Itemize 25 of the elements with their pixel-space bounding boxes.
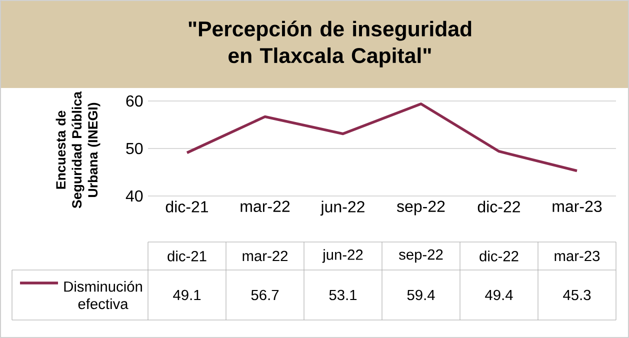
y-axis-title: Encuesta de Seguridad Pública Urbana (INEGI) bbox=[56, 91, 100, 208]
category-label: mar-22 bbox=[242, 250, 288, 262]
data-label: 56.7 bbox=[251, 290, 279, 300]
category-label: mar-23 bbox=[554, 250, 600, 262]
y-tick-label: 50 bbox=[126, 142, 143, 154]
x-tick-label: dic-21 bbox=[166, 200, 208, 212]
data-label: 49.1 bbox=[173, 290, 201, 300]
category-label: sep-22 bbox=[398, 249, 443, 263]
chart-title: "Percepción de inseguridad en Tlaxcala Capital" bbox=[188, 20, 472, 68]
y-tick-label: 60 bbox=[126, 95, 143, 107]
y-tick-label: 40 bbox=[126, 190, 143, 202]
x-tick-label: dic-22 bbox=[478, 200, 520, 212]
line-series bbox=[186, 102, 578, 172]
data-label: 45.3 bbox=[563, 290, 591, 300]
category-label: dic-22 bbox=[480, 250, 518, 262]
data-label: 49.4 bbox=[485, 290, 513, 300]
x-tick-label: sep-22 bbox=[396, 200, 445, 216]
data-label: 59.4 bbox=[407, 290, 435, 300]
category-label: jun-22 bbox=[322, 249, 363, 263]
legend-label: Disminución efectiva bbox=[64, 280, 142, 310]
data-label: 53.1 bbox=[329, 290, 357, 300]
x-tick-label: jun-22 bbox=[320, 200, 364, 216]
x-tick-label: mar-23 bbox=[552, 200, 602, 212]
category-label: dic-21 bbox=[168, 250, 206, 262]
x-tick-label: mar-22 bbox=[240, 200, 290, 212]
